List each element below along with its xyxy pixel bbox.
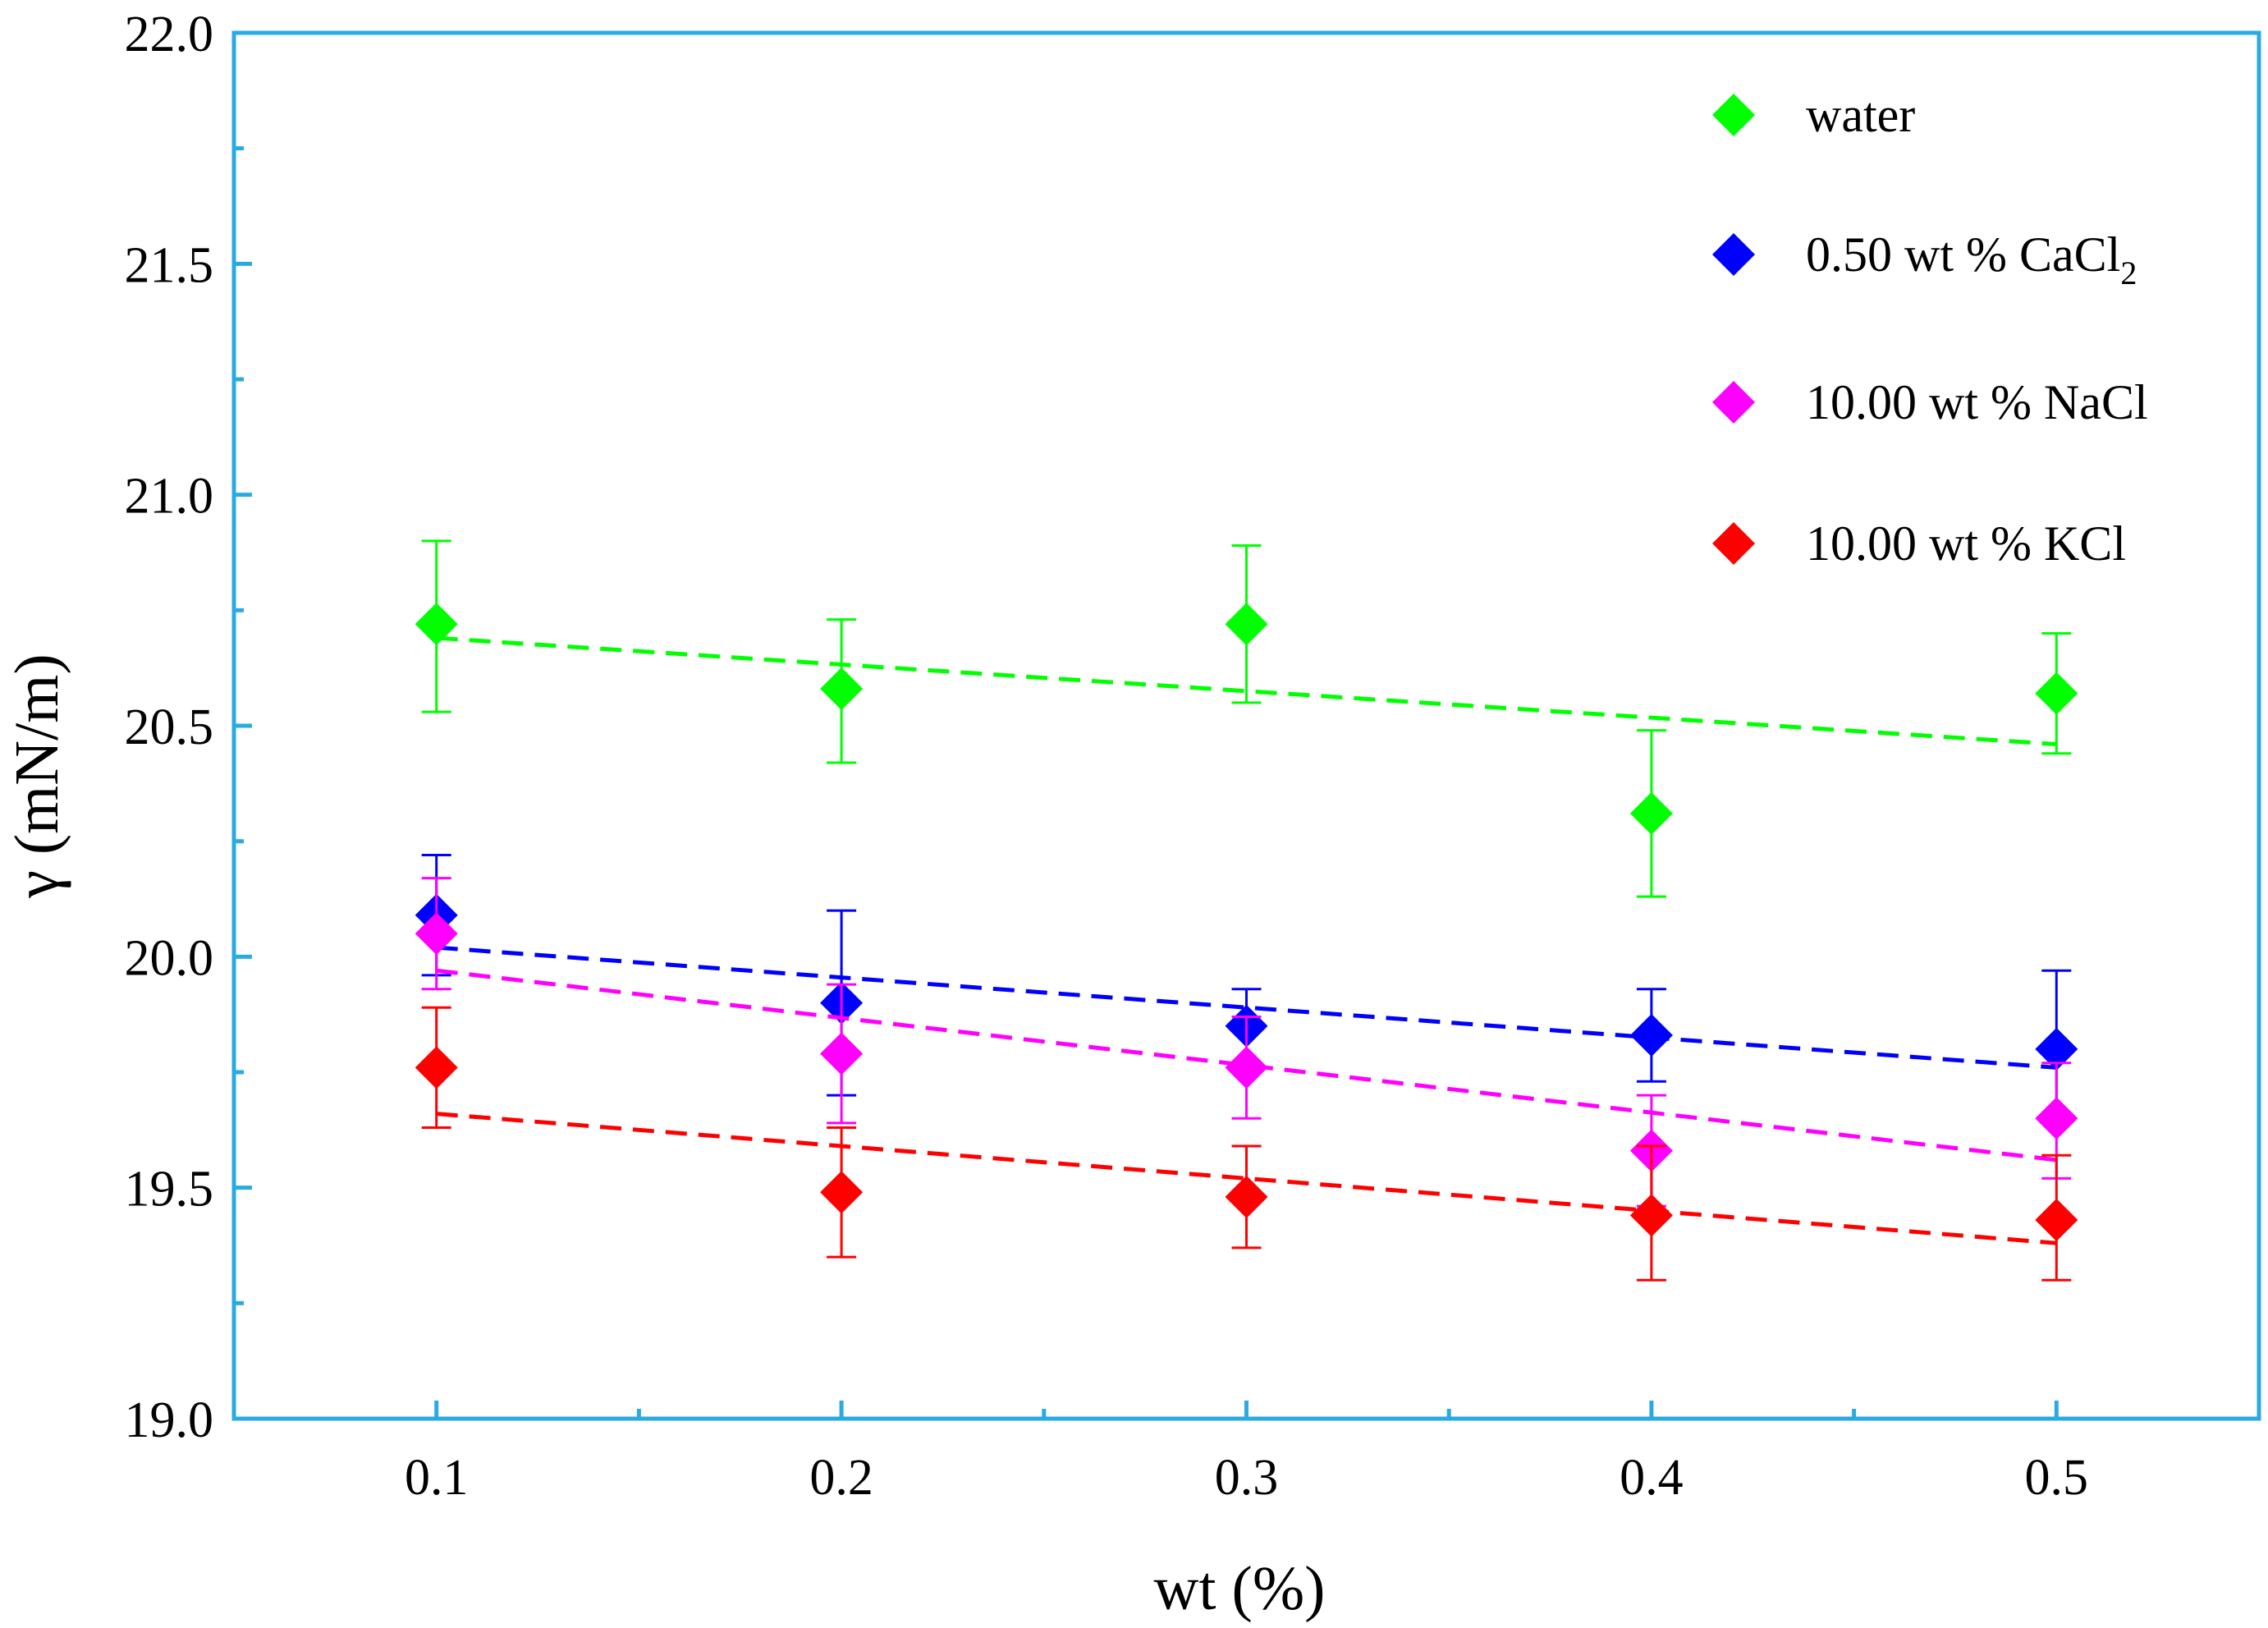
y-tick-labels: 19.0 19.5 20.0 20.5 21.0 21.5 22.0 — [125, 7, 214, 1448]
data-point — [1629, 791, 1673, 835]
data-point — [2035, 1097, 2078, 1140]
legend-item-1: 0.50 wt % CaCl2 — [1712, 227, 2137, 291]
y-tick-label: 20.5 — [125, 699, 214, 755]
legend: water 0.50 wt % CaCl2 10.00 wt % NaCl 10.00… — [1712, 88, 2148, 571]
y-tick-label: 21.5 — [125, 237, 214, 293]
y-axis-title: γ (mN/m) — [2, 653, 71, 898]
legend-item-3: 10.00 wt % KCl — [1712, 516, 2126, 571]
data-point — [415, 603, 458, 646]
data-point — [415, 1046, 458, 1089]
fit-line — [436, 635, 2057, 747]
data-point — [2035, 672, 2078, 715]
fit-line — [436, 968, 2057, 1163]
data-point — [1629, 1194, 1673, 1237]
data-point — [2035, 1027, 2078, 1071]
y-tick-label: 21.0 — [125, 469, 214, 525]
y-tick-label: 22.0 — [125, 7, 214, 62]
legend-subscript: 2 — [2120, 255, 2137, 291]
legend-marker — [1712, 381, 1755, 424]
x-tick-label: 0.5 — [2025, 1450, 2089, 1506]
y-tick-label: 19.5 — [125, 1162, 214, 1218]
x-axis-title: wt (%) — [1154, 1554, 1326, 1623]
data-point — [820, 1171, 864, 1214]
data-point — [1225, 603, 1268, 646]
legend-marker — [1712, 233, 1755, 276]
legend-label: 0.50 wt % CaCl2 — [1806, 227, 2137, 291]
y-tick-label: 19.0 — [125, 1392, 214, 1448]
x-tick-label: 0.2 — [809, 1450, 873, 1506]
data-point — [1225, 1175, 1268, 1218]
legend-marker — [1712, 94, 1755, 136]
legend-label: 10.00 wt % KCl — [1806, 516, 2126, 571]
series-3 — [415, 1006, 2078, 1282]
x-tick-label: 0.1 — [405, 1450, 469, 1506]
data-point — [1225, 1046, 1268, 1089]
data-point — [415, 912, 458, 956]
series-0 — [415, 539, 2078, 898]
x-tick-label: 0.4 — [1620, 1450, 1684, 1506]
y-tick-label: 20.0 — [125, 930, 214, 986]
legend-item-0: water — [1712, 88, 1915, 142]
data-point — [2035, 1199, 2078, 1242]
data-point — [820, 1032, 864, 1075]
legend-label: water — [1806, 88, 1915, 142]
series-layer — [415, 539, 2078, 1282]
fit-line — [436, 945, 2057, 1070]
legend-item-2: 10.00 wt % NaCl — [1712, 375, 2148, 429]
data-point — [1629, 1013, 1673, 1057]
legend-marker — [1712, 522, 1755, 565]
series-2 — [415, 877, 2078, 1208]
data-point — [820, 667, 864, 710]
legend-label: 10.00 wt % NaCl — [1806, 375, 2148, 429]
fit-line — [436, 1112, 2057, 1245]
x-tick-labels: 0.1 0.2 0.3 0.4 0.5 — [405, 1450, 2088, 1506]
x-tick-label: 0.3 — [1215, 1450, 1279, 1506]
axes — [231, 30, 2261, 1421]
